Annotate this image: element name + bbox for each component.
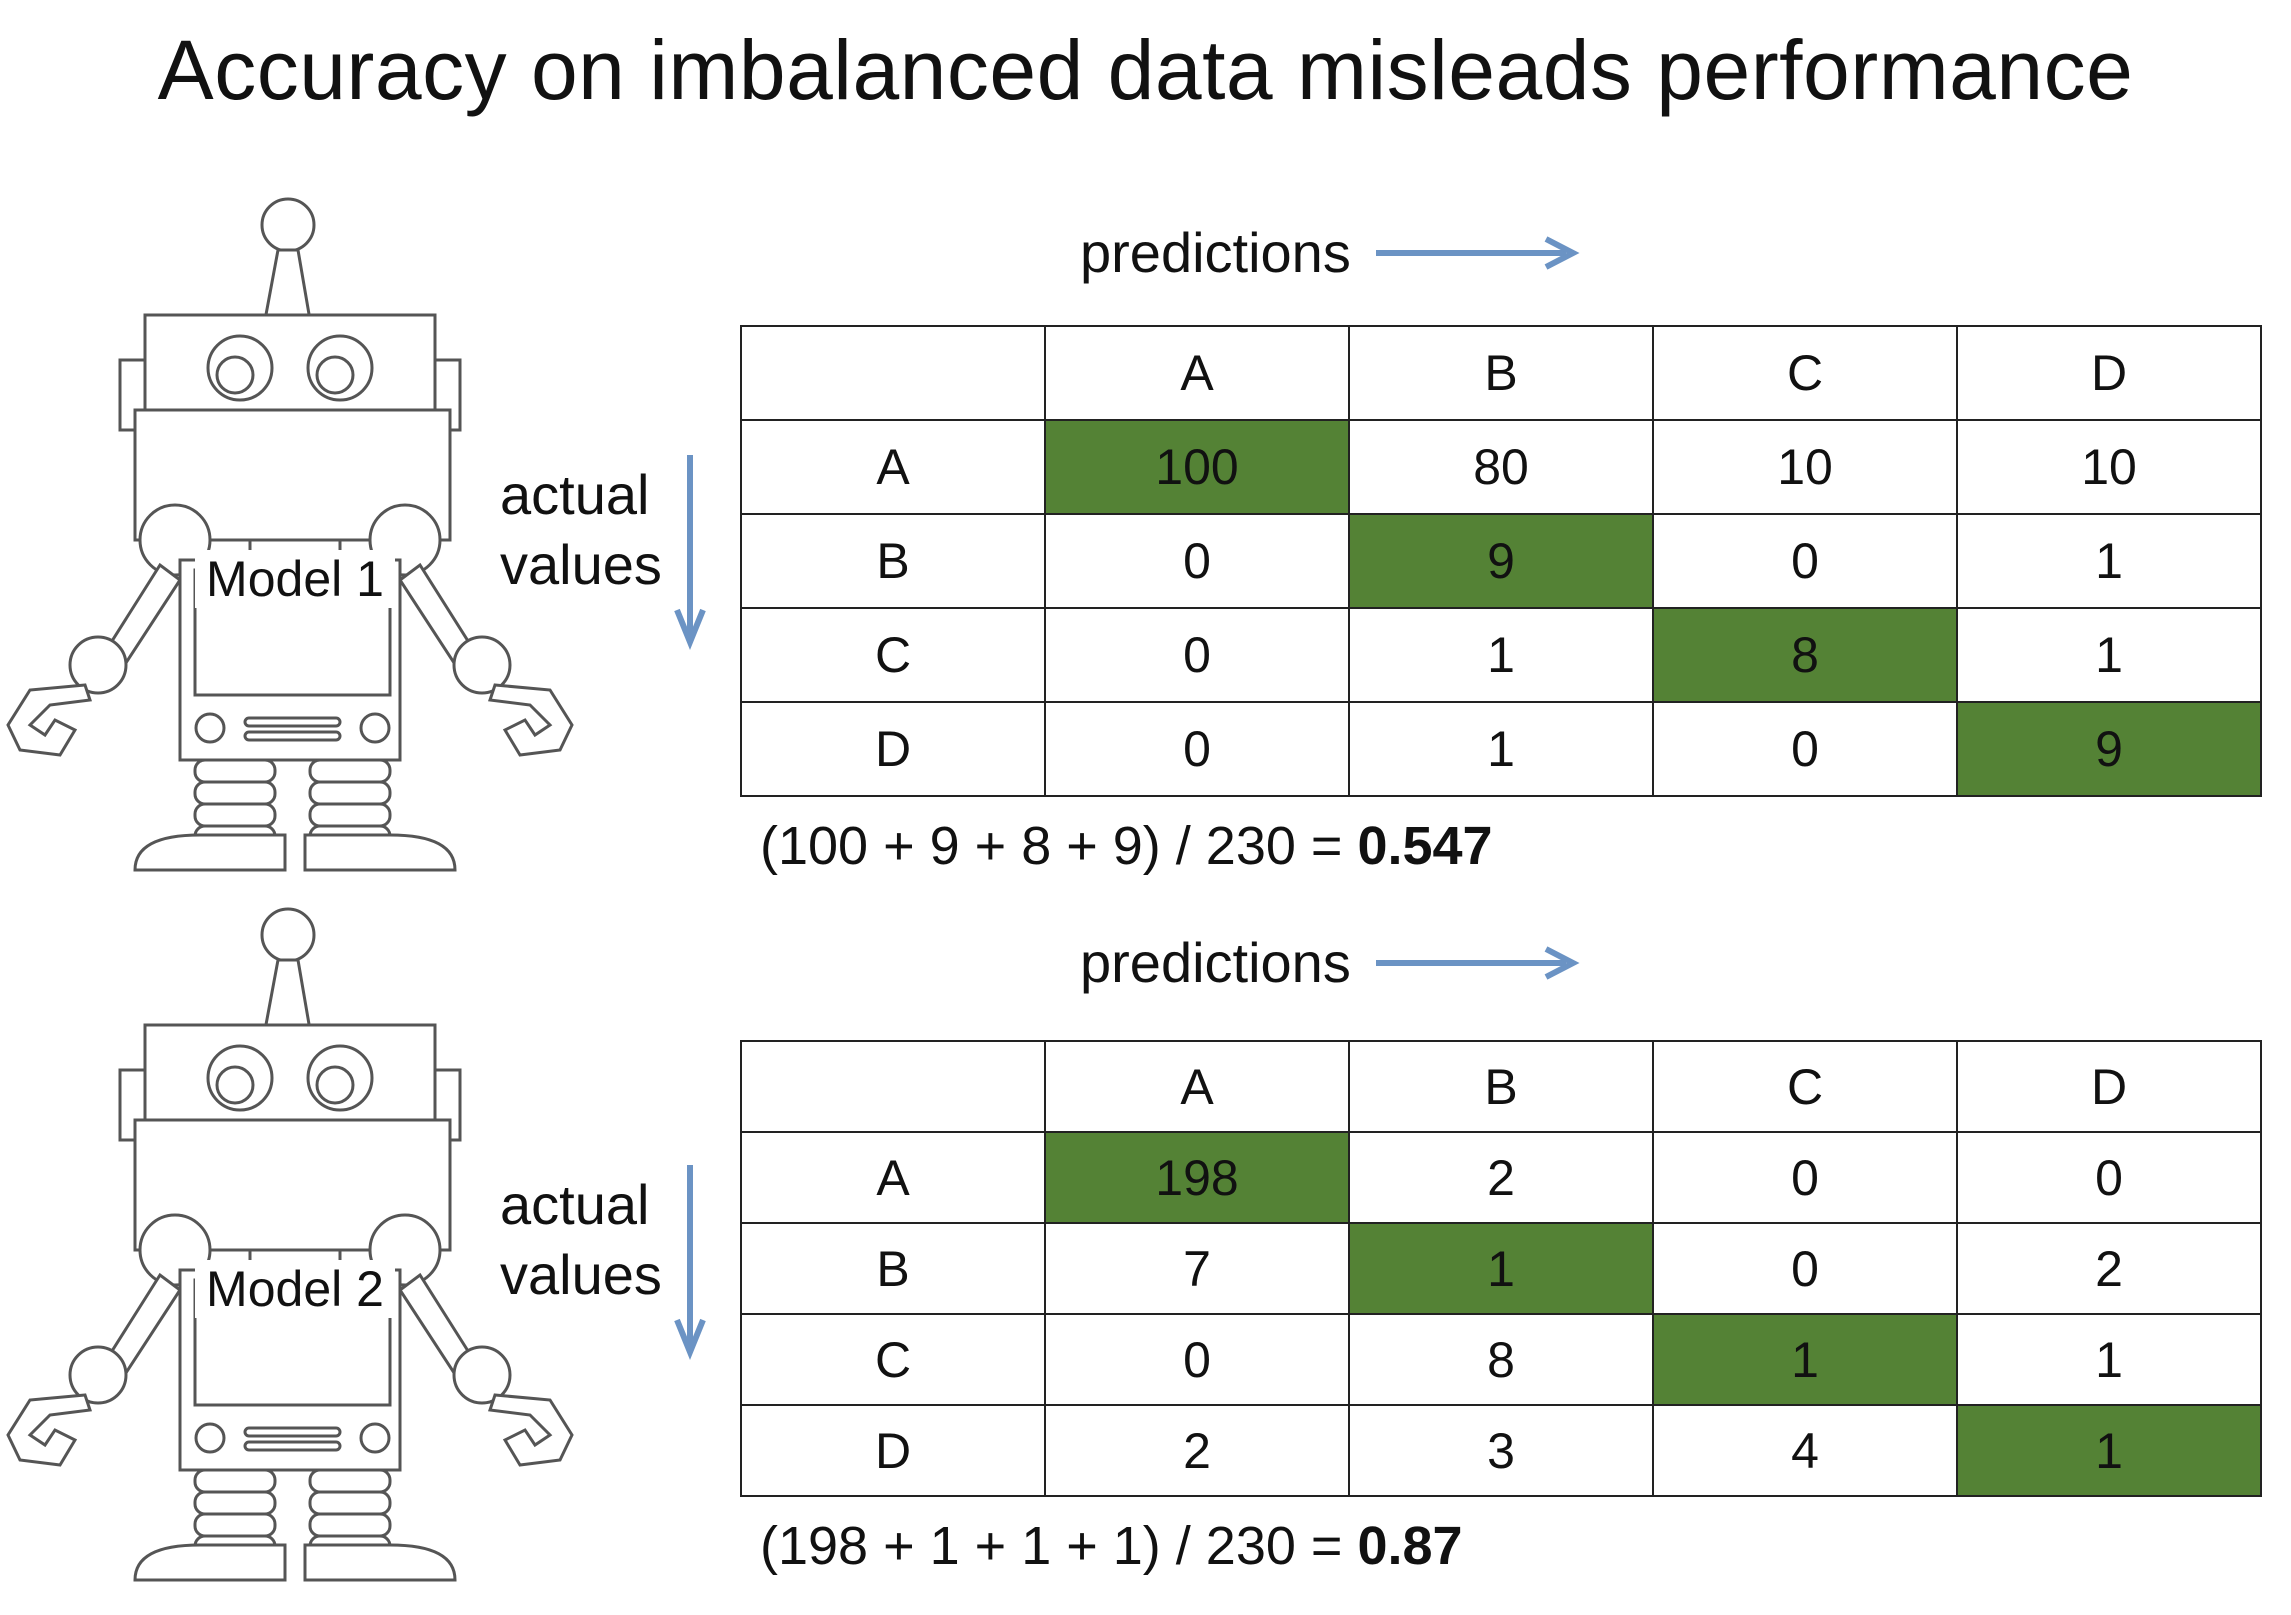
accuracy-formula: (100 + 9 + 8 + 9) / 230 = 0.547	[760, 816, 1493, 876]
correct-prediction-cell: 1	[1348, 1222, 1654, 1315]
corner-cell	[740, 325, 1046, 421]
actual-class-header: A	[740, 419, 1046, 515]
matrix-cell: 1	[1348, 607, 1654, 703]
matrix-cell: 0	[1044, 607, 1350, 703]
arrow-down-icon	[674, 455, 706, 650]
correct-prediction-cell: 100	[1044, 419, 1350, 515]
matrix-cell: 0	[1044, 513, 1350, 609]
predicted-class-header: D	[1956, 325, 2262, 421]
correct-prediction-cell: 9	[1956, 701, 2262, 797]
matrix-cell: 10	[1652, 419, 1958, 515]
accuracy-value: 0.87	[1357, 1516, 1463, 1576]
correct-prediction-cell: 8	[1652, 607, 1958, 703]
actual-class-header: A	[740, 1131, 1046, 1224]
actual-values-label: actual values	[500, 463, 662, 596]
matrix-cell: 10	[1956, 419, 2262, 515]
matrix-cell: 0	[1652, 1222, 1958, 1315]
actual-class-header: C	[740, 1313, 1046, 1406]
matrix-cell: 0	[1044, 1313, 1350, 1406]
robot-icon	[6, 907, 574, 1582]
actual-class-header: C	[740, 607, 1046, 703]
predicted-class-header: A	[1044, 325, 1350, 421]
arrow-right-icon	[1375, 235, 1580, 270]
correct-prediction-cell: 1	[1652, 1313, 1958, 1406]
model-name: Model 2	[195, 1260, 395, 1318]
correct-prediction-cell: 198	[1044, 1131, 1350, 1224]
table-row: A 100 80 10 10	[740, 419, 2262, 515]
model-name: Model 1	[195, 550, 395, 608]
matrix-cell: 2	[1044, 1404, 1350, 1497]
corner-cell	[740, 1040, 1046, 1133]
matrix-cell: 1	[1956, 1313, 2262, 1406]
page-title: Accuracy on imbalanced data misleads per…	[157, 23, 2134, 117]
matrix-cell: 0	[1652, 513, 1958, 609]
matrix-cell: 1	[1956, 607, 2262, 703]
matrix-cell: 7	[1044, 1222, 1350, 1315]
matrix-cell: 1	[1348, 701, 1654, 797]
actual-class-header: B	[740, 513, 1046, 609]
actual-values-label: actual values	[500, 1173, 662, 1306]
predicted-class-header: C	[1652, 325, 1958, 421]
arrow-down-icon	[674, 1165, 706, 1360]
matrix-cell: 3	[1348, 1404, 1654, 1497]
accuracy-value: 0.547	[1357, 816, 1493, 876]
predicted-class-header: D	[1956, 1040, 2262, 1133]
matrix-cell: 0	[1956, 1131, 2262, 1224]
actual-class-header: B	[740, 1222, 1046, 1315]
actual-class-header: D	[740, 701, 1046, 797]
matrix-cell: 4	[1652, 1404, 1958, 1497]
predictions-label: predictions	[1080, 220, 1581, 285]
matrix-cell: 80	[1348, 419, 1654, 515]
predicted-class-header: B	[1348, 325, 1654, 421]
confusion-matrix: A B C D A 198 2 0 0 B 7 1 0 2 C 0 8 1 1 D 2 3 4 1	[740, 1040, 2262, 1497]
correct-prediction-cell: 1	[1956, 1404, 2262, 1497]
predicted-class-header: B	[1348, 1040, 1654, 1133]
predicted-class-header: C	[1652, 1040, 1958, 1133]
confusion-matrix: A B C D A 100 80 10 10 B 0 9 0 1 C 0 1 8 1 D 0 1 0 9	[740, 325, 2262, 797]
matrix-cell: 2	[1348, 1131, 1654, 1224]
matrix-cell: 1	[1956, 513, 2262, 609]
correct-prediction-cell: 9	[1348, 513, 1654, 609]
matrix-cell: 0	[1652, 701, 1958, 797]
robot-illustration: Model 2	[0, 890, 600, 1610]
matrix-cell: 0	[1044, 701, 1350, 797]
table-row: A 198 2 0 0	[740, 1131, 2262, 1224]
matrix-cell: 0	[1652, 1131, 1958, 1224]
accuracy-formula: (198 + 1 + 1 + 1) / 230 = 0.87	[760, 1516, 1463, 1576]
robot-illustration: Model 1	[0, 180, 600, 900]
predicted-class-header: A	[1044, 1040, 1350, 1133]
arrow-right-icon	[1375, 945, 1580, 980]
matrix-cell: 2	[1956, 1222, 2262, 1315]
actual-class-header: D	[740, 1404, 1046, 1497]
predictions-label: predictions	[1080, 930, 1581, 995]
matrix-cell: 8	[1348, 1313, 1654, 1406]
